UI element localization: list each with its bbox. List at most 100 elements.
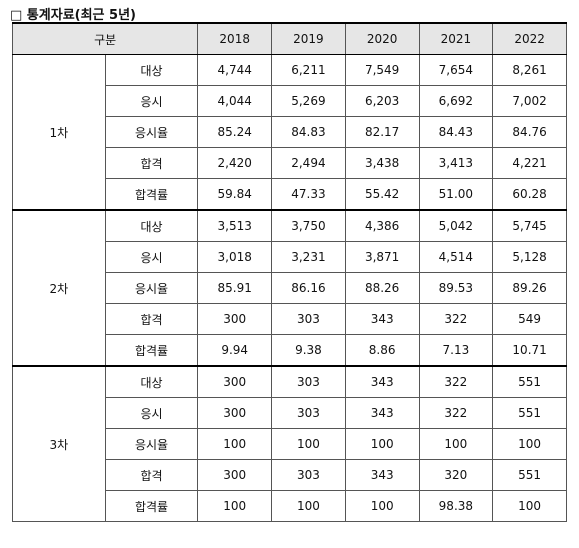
value-cell: 343 (344, 303, 420, 335)
value-cell: 551 (492, 397, 567, 429)
value-cell: 4,221 (492, 147, 567, 179)
value-cell: 84.76 (492, 116, 567, 148)
metric-label: 합격률 (104, 334, 199, 367)
value-cell: 7,002 (492, 85, 567, 117)
value-cell: 100 (418, 428, 494, 460)
value-cell: 85.91 (197, 272, 273, 304)
value-cell: 7.13 (418, 334, 494, 367)
table-row: 1차 대상 4,744 6,211 7,549 7,654 8,261 (12, 54, 567, 211)
header-year: 2022 (492, 22, 567, 55)
value-cell: 6,203 (344, 85, 420, 117)
value-cell: 300 (197, 397, 273, 429)
metric-label: 응시율 (104, 116, 199, 148)
value-cell: 551 (492, 459, 567, 491)
table-row: 합격률 59.84 47.33 55.42 51.00 60.28 (13, 178, 567, 211)
value-cell: 4,744 (197, 54, 273, 86)
value-cell: 300 (197, 303, 273, 335)
value-cell: 303 (271, 303, 346, 335)
value-cell: 6,692 (418, 85, 494, 117)
value-cell: 85.24 (197, 116, 273, 148)
value-cell: 98.38 (418, 490, 494, 522)
value-cell: 10.71 (492, 334, 567, 367)
value-cell: 343 (344, 397, 420, 429)
value-cell: 3,513 (197, 209, 273, 242)
value-cell: 89.53 (418, 272, 494, 304)
value-cell: 303 (271, 459, 346, 491)
value-cell: 343 (344, 459, 420, 491)
header-row: 구분 2018 2019 2020 2021 2022 (11, 22, 567, 55)
value-cell: 4,514 (418, 241, 494, 273)
metric-label: 응시율 (104, 272, 199, 304)
table-row: 합격 300 303 343 322 549 (13, 303, 567, 335)
metric-label: 대상 (104, 209, 199, 242)
value-cell: 100 (344, 428, 420, 460)
metric-label: 대상 (104, 365, 199, 398)
metric-label: 합격률 (104, 178, 199, 211)
value-cell: 100 (271, 490, 346, 522)
value-cell: 9.38 (271, 334, 346, 367)
value-cell: 322 (418, 365, 494, 398)
value-cell: 51.00 (418, 178, 494, 211)
metric-label: 합격률 (104, 490, 199, 522)
value-cell: 3,871 (344, 241, 420, 273)
value-cell: 2,494 (271, 147, 346, 179)
value-cell: 47.33 (271, 178, 346, 211)
value-cell: 5,128 (492, 241, 567, 273)
value-cell: 4,386 (344, 209, 420, 242)
metric-label: 합격 (104, 303, 199, 335)
value-cell: 4,044 (197, 85, 273, 117)
value-cell: 100 (344, 490, 420, 522)
value-cell: 343 (344, 365, 420, 398)
value-cell: 60.28 (492, 178, 567, 211)
value-cell: 322 (418, 303, 494, 335)
value-cell: 100 (197, 490, 273, 522)
value-cell: 9.94 (197, 334, 273, 367)
table-row: 3차 대상 300 303 343 322 551 (12, 365, 567, 522)
value-cell: 322 (418, 397, 494, 429)
value-cell: 300 (197, 365, 273, 398)
stage-cell: 3차 (12, 365, 106, 522)
metric-label: 응시 (104, 397, 199, 429)
table-row: 합격 2,420 2,494 3,438 3,413 4,221 (13, 147, 567, 179)
table-row: 합격 300 303 343 320 551 (13, 459, 567, 491)
value-cell: 100 (492, 428, 567, 460)
value-cell: 2,420 (197, 147, 273, 179)
value-cell: 3,018 (197, 241, 273, 273)
stage-cell: 2차 (12, 209, 106, 367)
value-cell: 3,413 (418, 147, 494, 179)
metric-label: 대상 (104, 54, 199, 86)
value-cell: 7,654 (418, 54, 494, 86)
value-cell: 8.86 (344, 334, 420, 367)
value-cell: 100 (271, 428, 346, 460)
metric-label: 응시 (104, 85, 199, 117)
table-body: 1차 대상 4,744 6,211 7,549 7,654 8,261 응시 4,044 5,26… (12, 54, 567, 522)
table-row: 2차 대상 3,513 3,750 4,386 5,042 5,745 (12, 209, 567, 367)
value-cell: 3,231 (271, 241, 346, 273)
value-cell: 89.26 (492, 272, 567, 304)
value-cell: 59.84 (197, 178, 273, 211)
stage-cell: 1차 (12, 54, 106, 211)
value-cell: 3,750 (271, 209, 346, 242)
value-cell: 6,211 (271, 54, 346, 86)
statistics-table: 구분 2018 2019 2020 2021 2022 1차 대상 4,744 6,2… (11, 22, 567, 522)
value-cell: 84.43 (418, 116, 494, 148)
value-cell: 82.17 (344, 116, 420, 148)
header-year: 2021 (418, 22, 494, 55)
metric-label: 응시율 (104, 428, 199, 460)
table-row: 응시 300 303 343 322 551 (13, 397, 567, 429)
header-category: 구분 (11, 22, 199, 55)
metric-label: 합격 (104, 459, 199, 491)
value-cell: 549 (492, 303, 567, 335)
metric-label: 합격 (104, 147, 199, 179)
value-cell: 303 (271, 397, 346, 429)
value-cell: 5,269 (271, 85, 346, 117)
metric-label: 응시 (104, 241, 199, 273)
table-row: 응시 3,018 3,231 3,871 4,514 5,128 (13, 241, 567, 273)
header-year: 2018 (197, 22, 273, 55)
value-cell: 100 (197, 428, 273, 460)
value-cell: 100 (492, 490, 567, 522)
value-cell: 320 (418, 459, 494, 491)
table-row: 응시 4,044 5,269 6,203 6,692 7,002 (13, 85, 567, 117)
table-title: □ 통계자료(최근 5년) (10, 8, 136, 23)
header-year: 2019 (271, 22, 346, 55)
